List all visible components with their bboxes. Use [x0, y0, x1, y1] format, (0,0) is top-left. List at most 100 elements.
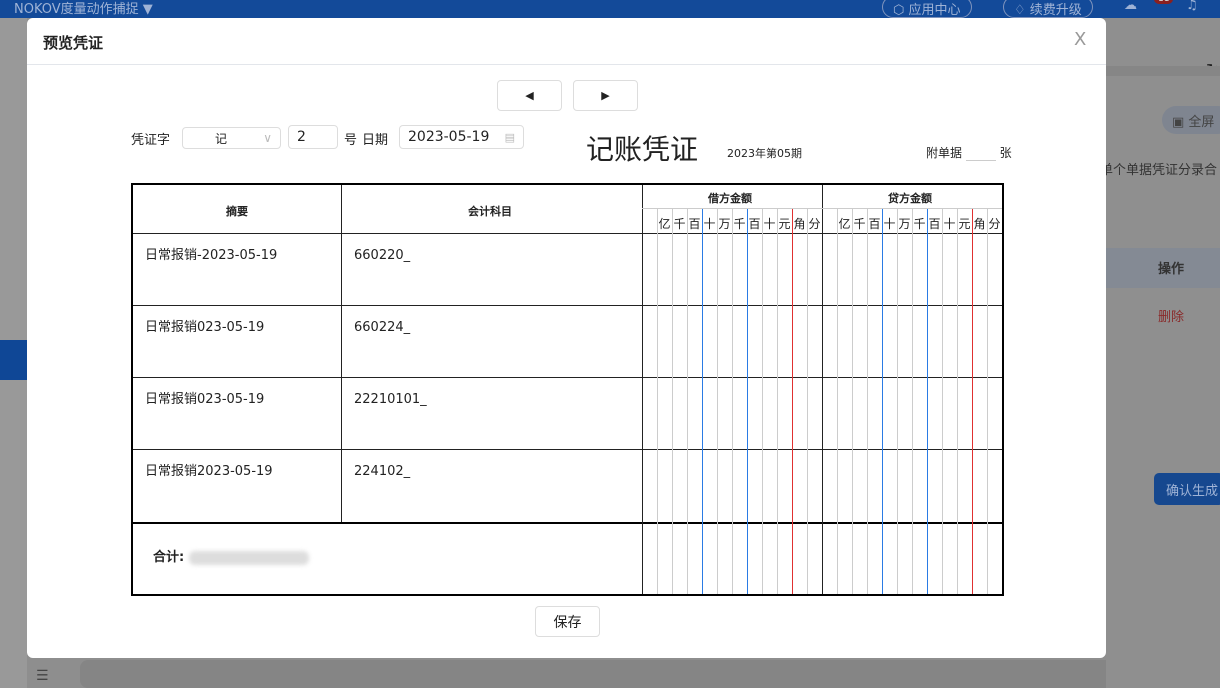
voucher-word-label: 凭证字 [131, 133, 171, 148]
date-picker[interactable]: 2023-05-19 ▤ [399, 125, 524, 149]
credit-digit-header: 千 [853, 217, 866, 231]
credit-digit-header: 亿 [838, 217, 851, 231]
credit-digit-header: 元 [958, 217, 971, 231]
column-divider [341, 185, 342, 522]
digit-column-line [852, 209, 853, 594]
digit-column-line [687, 209, 688, 594]
row-3-account: 22210101_ [354, 392, 427, 407]
debit-digit-header: 千 [733, 217, 746, 231]
digit-column-line [762, 209, 763, 594]
digit-column-line [702, 209, 703, 594]
headset-icon[interactable]: ♫ [1186, 0, 1198, 13]
subheader-divider [642, 208, 1002, 209]
row-4-summary: 日常报销2023-05-19 [145, 464, 273, 479]
cloud-icon[interactable]: ☁ [1124, 0, 1137, 13]
digit-column-line [777, 209, 778, 594]
row-2-account: 660224_ [354, 320, 411, 335]
column-divider [822, 185, 823, 594]
previous-button[interactable]: ◀ [497, 80, 562, 111]
debit-digit-header: 角 [793, 217, 806, 231]
digit-column-line [792, 209, 793, 594]
date-value: 2023-05-19 [408, 129, 490, 145]
fullscreen-button[interactable]: ▣ 全屏 [1162, 106, 1220, 134]
attachment-count-input[interactable] [965, 146, 996, 161]
debit-digit-header: 分 [808, 217, 821, 231]
header-account: 会计科目 [468, 205, 512, 218]
digit-column-line [972, 209, 973, 594]
sidebar-active-item[interactable] [0, 340, 27, 380]
save-button[interactable]: 保存 [535, 606, 600, 637]
digit-column-line [807, 209, 808, 594]
digit-column-line [837, 209, 838, 594]
preview-voucher-modal: 预览凭证 X ◀ ▶ 凭证字 记 ∨ 2 号 日期 2023-05-19 ▤ 记账凭… [27, 18, 1106, 658]
credit-digit-header: 千 [913, 217, 926, 231]
confirm-generate-button[interactable]: 确认生成 [1154, 473, 1220, 505]
close-button[interactable]: X [1074, 29, 1087, 50]
next-button[interactable]: ▶ [573, 80, 638, 111]
credit-digit-header: 分 [988, 217, 1001, 231]
menu-toggle-icon[interactable]: ☰ [36, 668, 49, 684]
row-divider [133, 233, 1002, 234]
header-debit: 借方金额 [708, 192, 752, 205]
credit-digit-header: 十 [883, 217, 896, 231]
column-operation: 操作 [1158, 262, 1185, 277]
top-bar: NOKOV度量动作捕捉 ▼ ⬡ 应用中心 ♢ 续费升级 ☁ 11 ♫ [0, 0, 1220, 18]
total-label: 合计: [153, 547, 309, 569]
app-title[interactable]: NOKOV度量动作捕捉 ▼ [14, 2, 153, 17]
number-label: 号 [344, 133, 358, 148]
row-divider [133, 305, 1002, 306]
voucher-number-input[interactable]: 2 [288, 125, 338, 149]
voucher-word-value: 记 [215, 131, 228, 146]
debit-digit-header: 十 [763, 217, 776, 231]
date-label: 日期 [362, 133, 389, 148]
row-1-account: 660220_ [354, 248, 411, 263]
notification-badge[interactable]: 11 [1154, 0, 1174, 4]
digit-column-line [657, 209, 658, 594]
row-2-summary: 日常报销023-05-19 [145, 320, 265, 335]
credit-digit-header: 角 [973, 217, 986, 231]
total-divider [133, 522, 1002, 524]
attachment: 附单据 张 [926, 144, 1012, 161]
background-page: ↻ ▣ 全屏 单个单据凭证分录合 操作 删除 确认生成 [1100, 18, 1220, 688]
row-divider [133, 377, 1002, 378]
debit-digit-header: 百 [688, 217, 701, 231]
app-center-label: 应用中心 [908, 3, 961, 18]
row-1-summary: 日常报销-2023-05-19 [145, 248, 278, 263]
debit-digit-header: 十 [703, 217, 716, 231]
debit-digit-header: 千 [673, 217, 686, 231]
debit-digit-header: 百 [748, 217, 761, 231]
digit-column-line [957, 209, 958, 594]
background-description: 单个单据凭证分录合 [1100, 163, 1218, 178]
attachment-label: 附单据 [926, 146, 963, 160]
row-4-account: 224102_ [354, 464, 411, 479]
debit-digit-header: 万 [718, 217, 731, 231]
credit-digit-header: 百 [868, 217, 881, 231]
digit-column-line [867, 209, 868, 594]
renew-button[interactable]: ♢ 续费升级 [1003, 0, 1093, 18]
digit-column-line [897, 209, 898, 594]
credit-digit-header: 百 [928, 217, 941, 231]
delete-link[interactable]: 删除 [1158, 310, 1185, 325]
debit-digit-header: 元 [778, 217, 791, 231]
voucher-word-select[interactable]: 记 ∨ [182, 127, 281, 149]
digit-column-line [987, 209, 988, 594]
calendar-icon: ▤ [504, 130, 515, 144]
app-center-button[interactable]: ⬡ 应用中心 [882, 0, 972, 18]
total-label-text: 合计: [153, 550, 185, 565]
digit-column-line [732, 209, 733, 594]
digit-column-line [882, 209, 883, 594]
divider [27, 64, 1106, 65]
attachment-unit: 张 [999, 146, 1012, 160]
credit-digit-header: 万 [898, 217, 911, 231]
period: 2023年第05期 [727, 147, 802, 160]
fullscreen-label: 全屏 [1188, 115, 1215, 130]
digit-column-line [717, 209, 718, 594]
renew-label: 续费升级 [1029, 3, 1082, 18]
digit-column-line [942, 209, 943, 594]
credit-digit-header: 十 [943, 217, 956, 231]
voucher-title: 记账凭证 [586, 133, 699, 166]
modal-title: 预览凭证 [43, 34, 104, 52]
bottom-panel [80, 660, 1220, 688]
row-divider [133, 449, 1002, 450]
digit-column-line [747, 209, 748, 594]
